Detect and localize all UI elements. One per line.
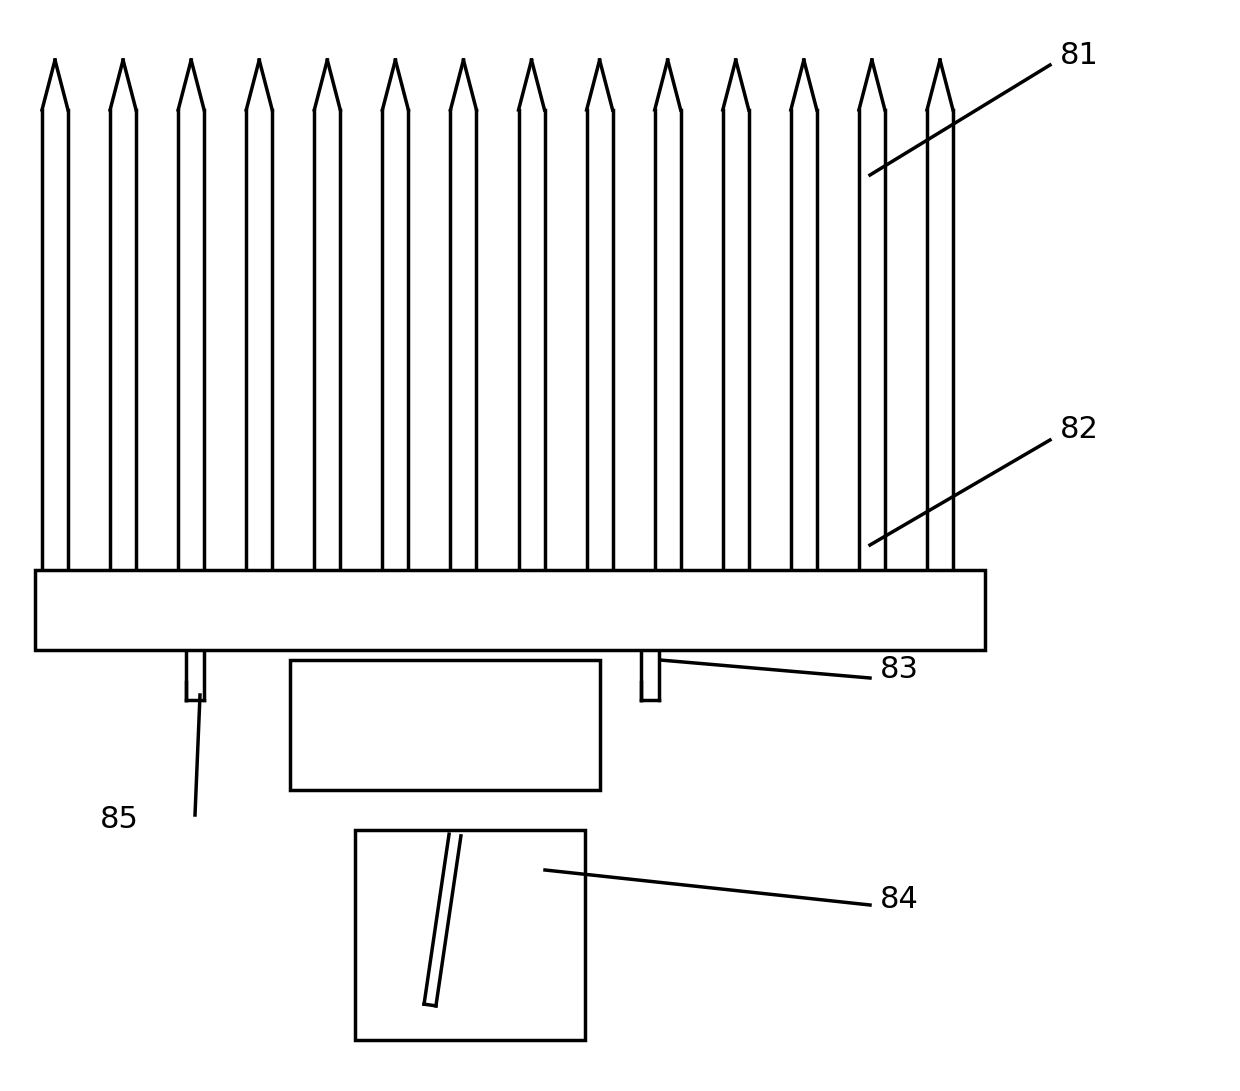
Text: 85: 85 bbox=[100, 805, 139, 835]
Text: 84: 84 bbox=[880, 886, 919, 914]
Text: 82: 82 bbox=[1060, 416, 1099, 444]
Bar bbox=[290, 660, 600, 790]
Bar bbox=[355, 830, 585, 1040]
Text: 83: 83 bbox=[880, 656, 919, 684]
Bar bbox=[35, 570, 985, 650]
Text: 81: 81 bbox=[1060, 40, 1099, 70]
